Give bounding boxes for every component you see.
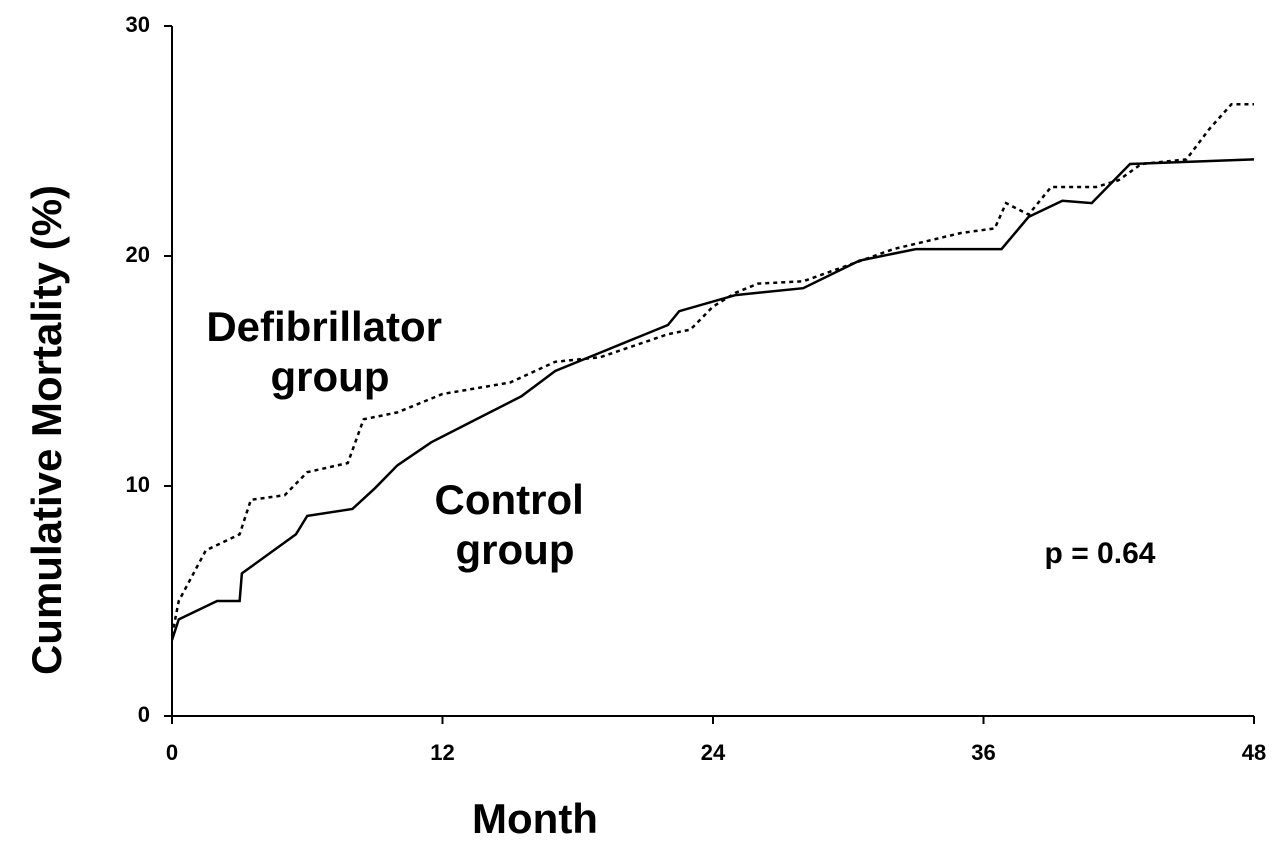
- series-label-line: group: [456, 526, 575, 573]
- y-axis-label: Cumulative Mortality (%): [23, 185, 70, 675]
- x-tick-label: 12: [430, 740, 454, 765]
- series-label-line: group: [271, 353, 390, 400]
- y-tick-label: 30: [126, 12, 150, 37]
- series-label: Defibrillator group: [206, 303, 453, 400]
- y-tick-label: 20: [126, 242, 150, 267]
- p-value: p = 0.64: [1045, 537, 1156, 570]
- x-tick-label: 0: [166, 740, 178, 765]
- x-axis-label: Month: [472, 795, 598, 842]
- series-line: [170, 102, 1254, 636]
- series-label: Control group: [435, 476, 596, 573]
- y-tick-label: 0: [138, 702, 150, 727]
- x-tick-label: 36: [971, 740, 995, 765]
- x-tick-label: 48: [1242, 740, 1266, 765]
- x-tick-label: 24: [701, 740, 726, 765]
- series-line: [170, 158, 1255, 641]
- y-tick-label: 10: [126, 472, 150, 497]
- series-label-line: Defibrillator: [206, 303, 453, 350]
- series-label-line: Control: [435, 476, 596, 523]
